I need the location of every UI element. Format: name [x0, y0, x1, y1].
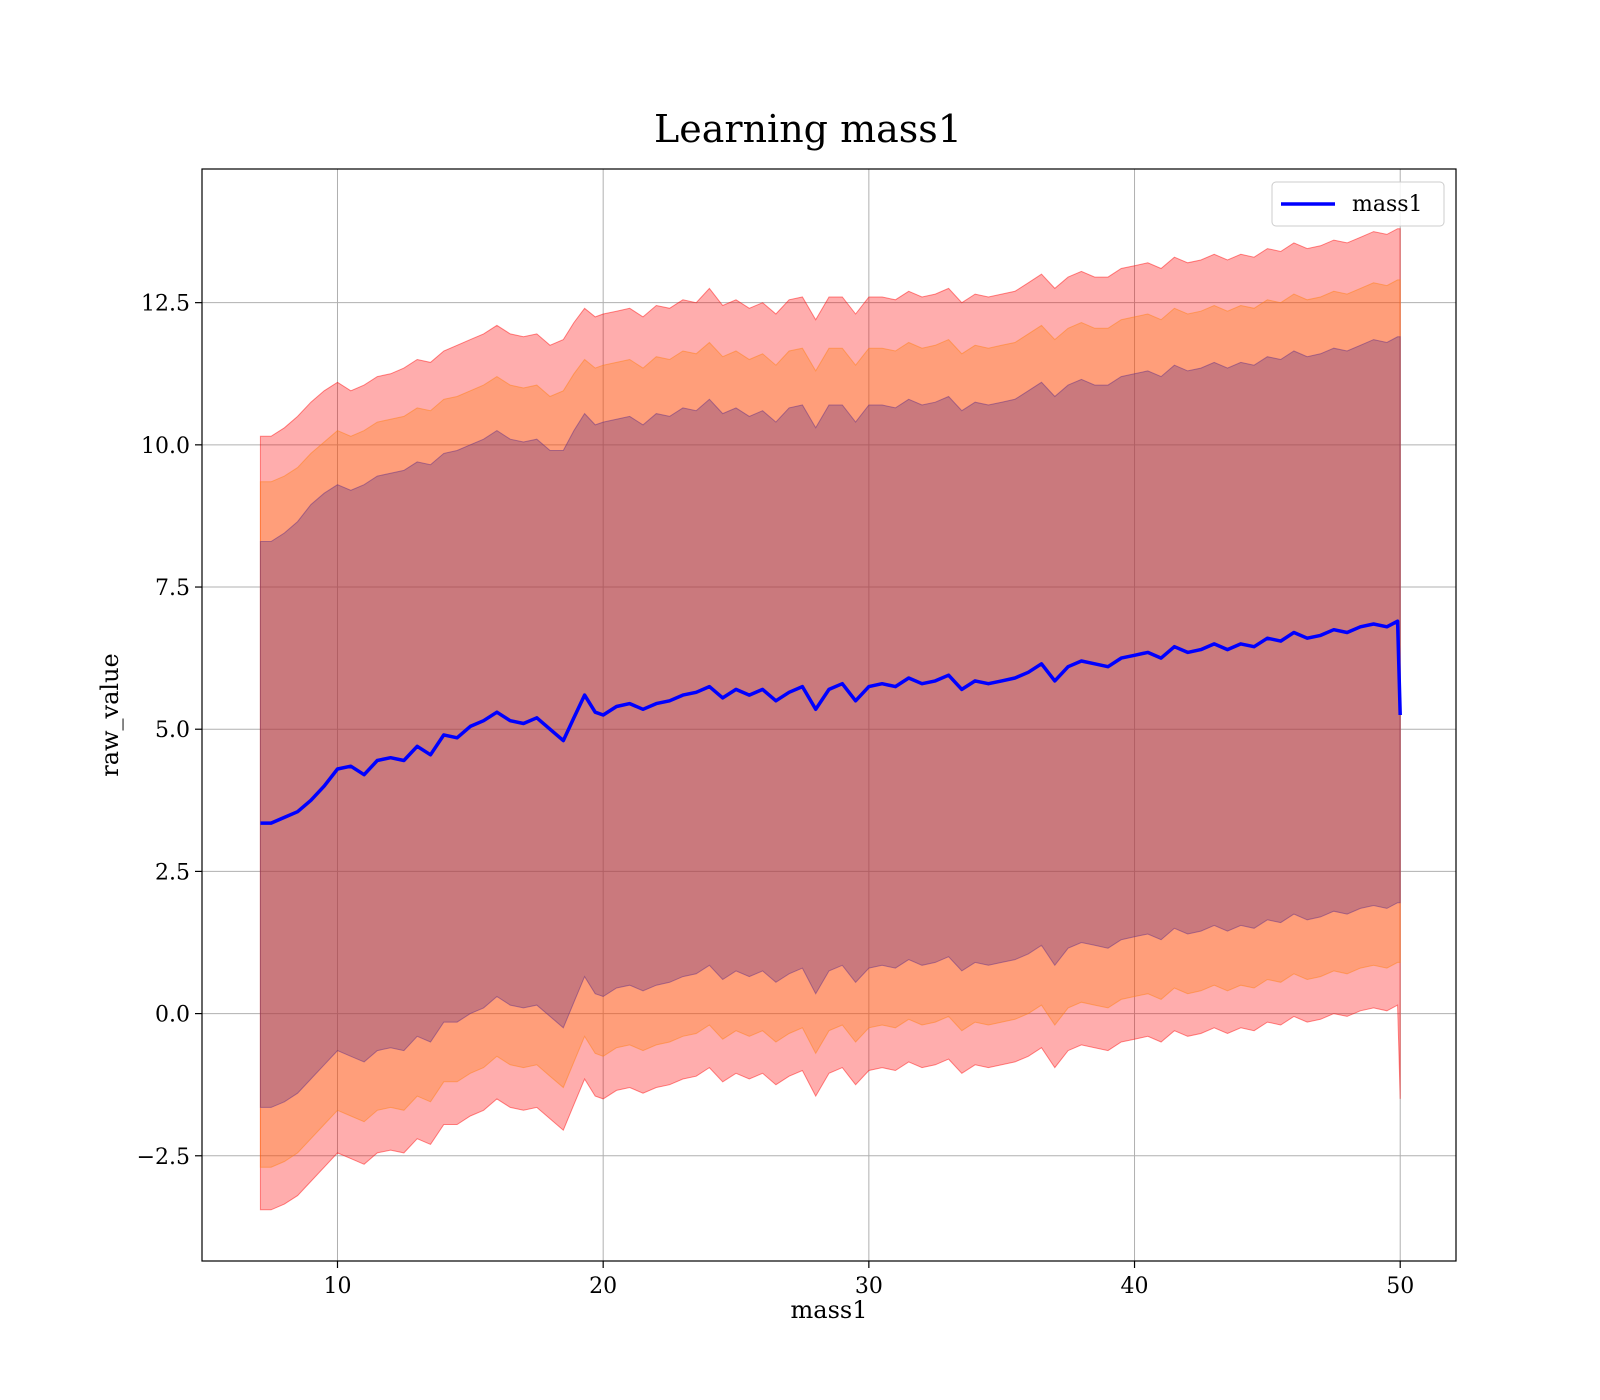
confidence-bands [259, 228, 1401, 1211]
y-tick-label: 12.5 [141, 292, 190, 317]
axis-ticks: 10 20 30 40 50 −2.5 0.0 2.5 5.0 7.5 10.0 12.5 [137, 292, 1415, 1299]
legend-label-mass1: mass1 [1352, 192, 1423, 217]
y-tick-label: 7.5 [155, 576, 190, 601]
x-axis-label: mass1 [791, 1296, 868, 1324]
y-tick-label: −2.5 [137, 1145, 190, 1170]
x-tick-label: 20 [589, 1274, 617, 1299]
band-area-0 [259, 228, 1401, 1211]
x-tick-label: 50 [1386, 1274, 1414, 1299]
series-line-mass1 [260, 619, 1402, 825]
legend: mass1 [1271, 181, 1445, 227]
x-tick-label: 30 [855, 1274, 883, 1299]
band-area-2 [259, 336, 1401, 1108]
chart-title: Learning mass1 [654, 107, 962, 151]
band-area-1 [259, 279, 1401, 1168]
plot-area-frame [201, 168, 1457, 1262]
y-tick-label: 0.0 [155, 1003, 190, 1028]
y-tick-label: 10.0 [141, 434, 190, 459]
y-tick-label: 2.5 [155, 860, 190, 885]
y-tick-label: 5.0 [155, 718, 190, 743]
series-lines [260, 619, 1402, 825]
x-tick-label: 10 [323, 1274, 351, 1299]
y-axis-label: raw_value [96, 653, 124, 777]
x-tick-label: 40 [1121, 1274, 1149, 1299]
legend-box [1271, 181, 1445, 227]
